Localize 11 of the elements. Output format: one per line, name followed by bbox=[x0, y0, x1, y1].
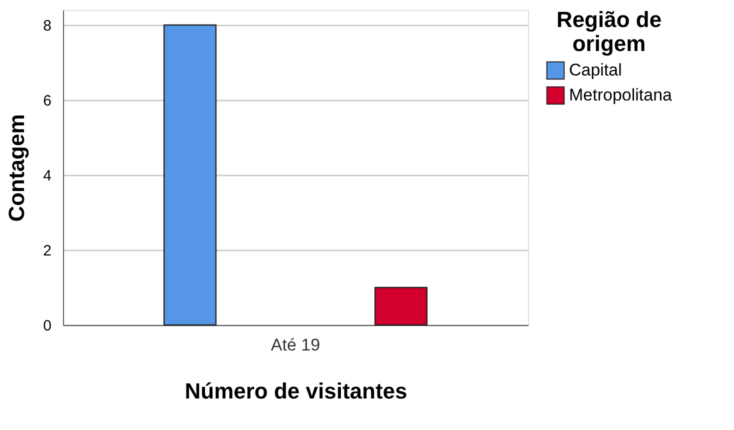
y-tick-label: 2 bbox=[43, 242, 52, 260]
x-axis-title: Número de visitantes bbox=[184, 378, 408, 404]
y-axis-title: Contagem bbox=[4, 114, 30, 222]
legend-title: Região de origem bbox=[556, 7, 662, 56]
x-tick-label: Até 19 bbox=[270, 336, 320, 354]
y-tick-label: 6 bbox=[43, 92, 52, 110]
y-tick-label: 4 bbox=[43, 168, 52, 184]
legend-label: Capital bbox=[569, 60, 622, 80]
y-tick-label: 0 bbox=[43, 318, 52, 334]
legend-label: Metropolitana bbox=[569, 86, 673, 104]
y-tick-label: 8 bbox=[43, 18, 52, 34]
